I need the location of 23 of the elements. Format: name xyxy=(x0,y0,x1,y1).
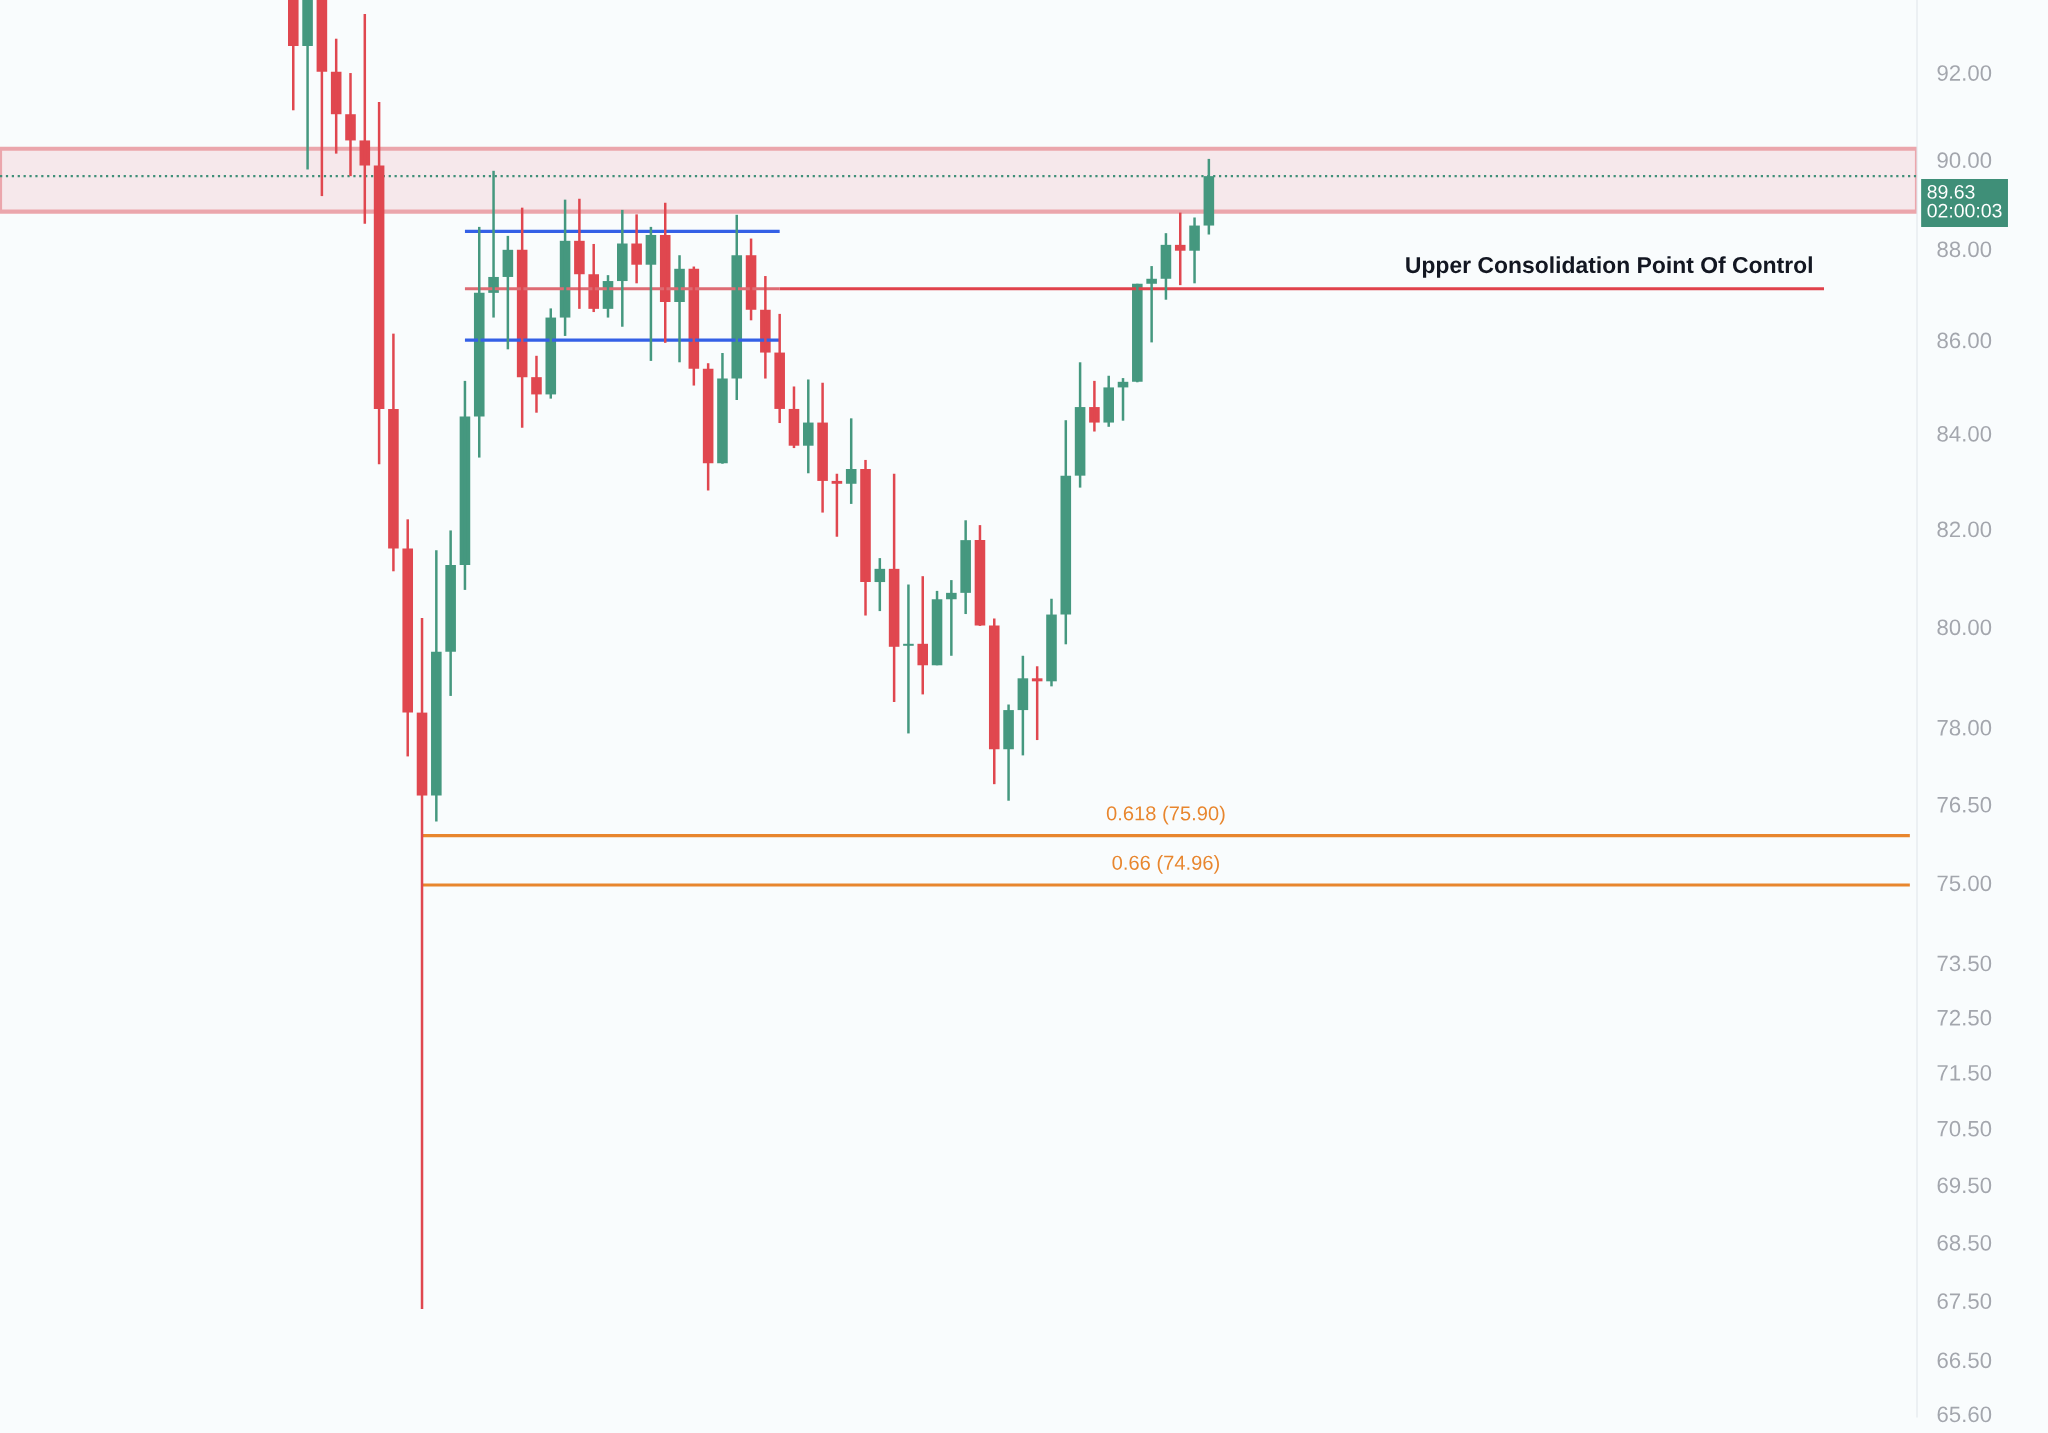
y-tick-label: 80.00 xyxy=(1937,619,1992,636)
y-tick-label: 68.50 xyxy=(1937,1234,1992,1251)
y-tick-label: 70.50 xyxy=(1937,1120,1992,1137)
y-tick-label: 75.00 xyxy=(1937,875,1992,892)
y-tick-label: 73.50 xyxy=(1937,955,1992,972)
y-tick-label: 84.00 xyxy=(1937,425,1992,442)
y-tick-label: 78.00 xyxy=(1937,719,1992,736)
y-tick-label: 86.00 xyxy=(1937,332,1992,349)
y-tick-label: 92.00 xyxy=(1937,65,1992,81)
y-tick-label: 76.50 xyxy=(1937,796,1992,813)
y-tick-label: 88.00 xyxy=(1937,241,1992,258)
series-label: 0.618 (75.90) xyxy=(1106,805,1225,825)
y-tick-label: 66.50 xyxy=(1937,1352,1992,1369)
y-tick-label: 65.60 xyxy=(1937,1406,1992,1423)
y-tick-label: 90.00 xyxy=(1937,152,1992,169)
annotation: Upper Consolidation Point Of Control xyxy=(1406,256,1812,278)
y-tick-label: 69.50 xyxy=(1937,1177,1992,1194)
series-label: 0.66 (74.96) xyxy=(1112,855,1219,874)
y-tick-label: 67.50 xyxy=(1937,1293,1992,1310)
y-tick-label: 71.50 xyxy=(1937,1064,1992,1081)
ref-line-label: 89.63 02:00:03 xyxy=(1927,184,2002,218)
y-tick-label: 72.50 xyxy=(1937,1009,1992,1026)
y-tick-label: 82.00 xyxy=(1937,521,1992,538)
